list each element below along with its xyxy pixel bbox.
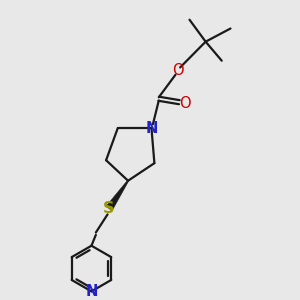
Text: N: N [145,121,158,136]
Text: N: N [85,284,98,299]
Text: S: S [103,201,115,216]
Text: O: O [172,63,184,78]
Polygon shape [106,180,129,211]
Text: O: O [179,96,191,111]
